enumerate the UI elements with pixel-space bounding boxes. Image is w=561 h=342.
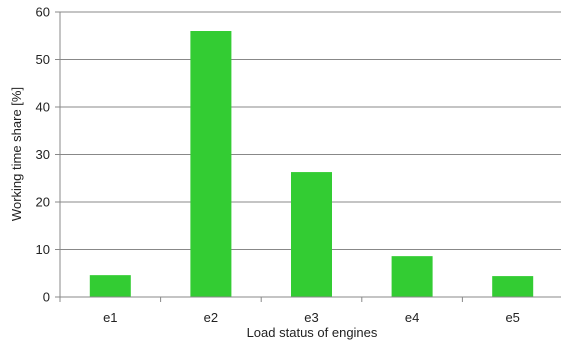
y-tick-label: 30 [36,147,50,162]
x-tick-labels: e1 e2 e3 e4 e5 [103,310,520,325]
bar-e3 [291,172,332,297]
y-tick-label: 60 [36,5,50,20]
x-tick-label: e3 [304,310,318,325]
y-tick-label: 40 [36,100,50,115]
x-tick-label: e5 [505,310,519,325]
axes [59,12,561,302]
x-tick-label: e4 [405,310,419,325]
y-axis-title: Working time share [%] [9,87,24,221]
y-tick-label: 20 [36,195,50,210]
bars [89,31,534,297]
y-tick-label: 0 [43,290,50,305]
bar-e5 [492,276,534,297]
bar-e2 [190,31,232,297]
y-tick-label: 50 [36,52,50,67]
x-tick-label: e2 [204,310,218,325]
bar-e1 [89,275,131,297]
y-tick-label: 10 [36,242,50,257]
x-axis-title: Load status of engines [247,325,378,340]
bar-e4 [391,256,433,297]
x-tick-label: e1 [103,310,117,325]
y-tick-labels: 0 10 20 30 40 50 60 [36,5,50,305]
gridlines [55,11,561,298]
